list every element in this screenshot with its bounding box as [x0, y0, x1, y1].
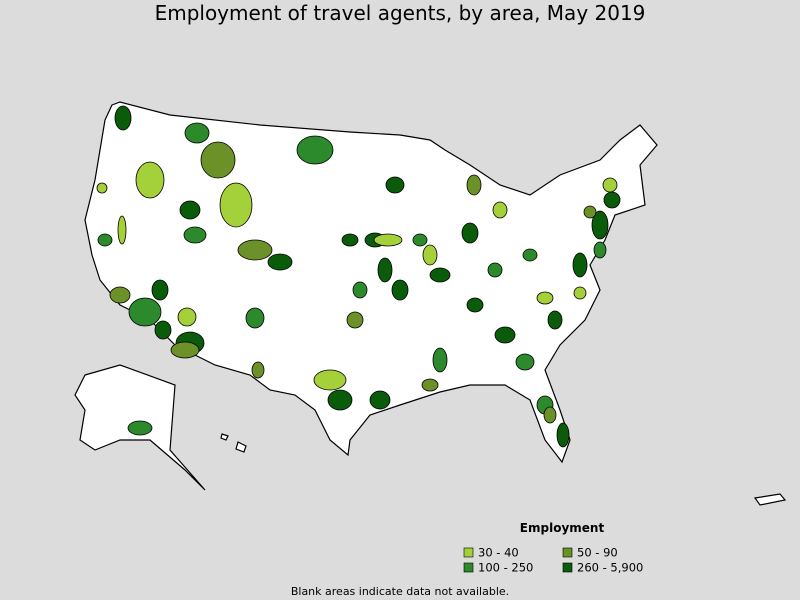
- map-area: [341, 233, 359, 247]
- legend-items: 30 - 40 50 - 90 100 - 250 260 - 5,900: [463, 546, 643, 575]
- map-area: [573, 286, 587, 300]
- map-area: [515, 353, 535, 371]
- map-area: [591, 210, 609, 240]
- legend-label: 100 - 250: [478, 561, 533, 575]
- map-area: [117, 215, 127, 245]
- map-area: [267, 253, 293, 271]
- map-area: [114, 105, 132, 131]
- legend-label: 50 - 90: [577, 546, 618, 560]
- map-area: [583, 205, 597, 219]
- map-area: [593, 241, 607, 259]
- map-area: [494, 326, 516, 344]
- map-area: [487, 262, 503, 278]
- map-area: [96, 182, 108, 194]
- legend-swatch: [463, 547, 474, 558]
- map-area: [461, 222, 479, 244]
- map-area: [391, 279, 409, 301]
- legend-title: Employment: [520, 521, 605, 535]
- map-area: [466, 174, 482, 196]
- map-area: [352, 281, 368, 299]
- map-area: [377, 257, 393, 283]
- map-area: [97, 233, 113, 247]
- map-area: [327, 389, 353, 411]
- map-area: [170, 341, 200, 359]
- map-area: [522, 248, 538, 262]
- map-area: [385, 176, 405, 194]
- map-area: [245, 307, 265, 329]
- map-area: [127, 420, 153, 436]
- map-area: [346, 311, 364, 329]
- map-area: [412, 233, 428, 247]
- map-area: [183, 226, 207, 244]
- hawaii-island: [220, 433, 229, 441]
- map-area: [421, 378, 439, 392]
- legend: Employment 30 - 40 50 - 90 100 - 250 260 - …: [463, 521, 643, 575]
- map-area: [151, 279, 169, 301]
- legend-swatch: [463, 562, 474, 573]
- legend-label: 30 - 40: [478, 546, 519, 560]
- map-area: [556, 422, 570, 448]
- hawaii-island: [235, 441, 247, 453]
- map-area: [200, 141, 236, 179]
- map-area: [547, 310, 563, 330]
- map-area: [179, 200, 201, 220]
- map-area: [154, 320, 172, 340]
- map-area: [543, 406, 557, 424]
- map-area: [602, 177, 618, 193]
- map-area: [429, 267, 451, 283]
- map-area: [296, 135, 334, 165]
- map-area: [466, 297, 484, 313]
- map-area: [219, 182, 253, 228]
- legend-label: 260 - 5,900: [577, 561, 643, 575]
- areas: [96, 105, 621, 448]
- map-area: [237, 239, 273, 261]
- map-title: Employment of travel agents, by area, Ma…: [155, 1, 646, 25]
- map-area: [432, 347, 448, 373]
- legend-swatch: [562, 547, 573, 558]
- map-area: [369, 390, 391, 410]
- puerto-rico: [753, 493, 787, 506]
- map-area: [313, 369, 347, 391]
- legend-swatch: [562, 562, 573, 573]
- map-area: [109, 286, 131, 304]
- map-area: [251, 361, 265, 379]
- map-area: [572, 252, 588, 278]
- map-area: [128, 297, 162, 327]
- map-area: [603, 191, 621, 209]
- map-area: [422, 244, 438, 266]
- map-area: [492, 201, 508, 219]
- map-area: [135, 161, 165, 199]
- map-area: [373, 233, 403, 247]
- map-area: [177, 307, 197, 327]
- map-area: [184, 122, 210, 144]
- map-area: [536, 291, 554, 305]
- footnote: Blank areas indicate data not available.: [291, 585, 509, 598]
- land: [74, 101, 787, 506]
